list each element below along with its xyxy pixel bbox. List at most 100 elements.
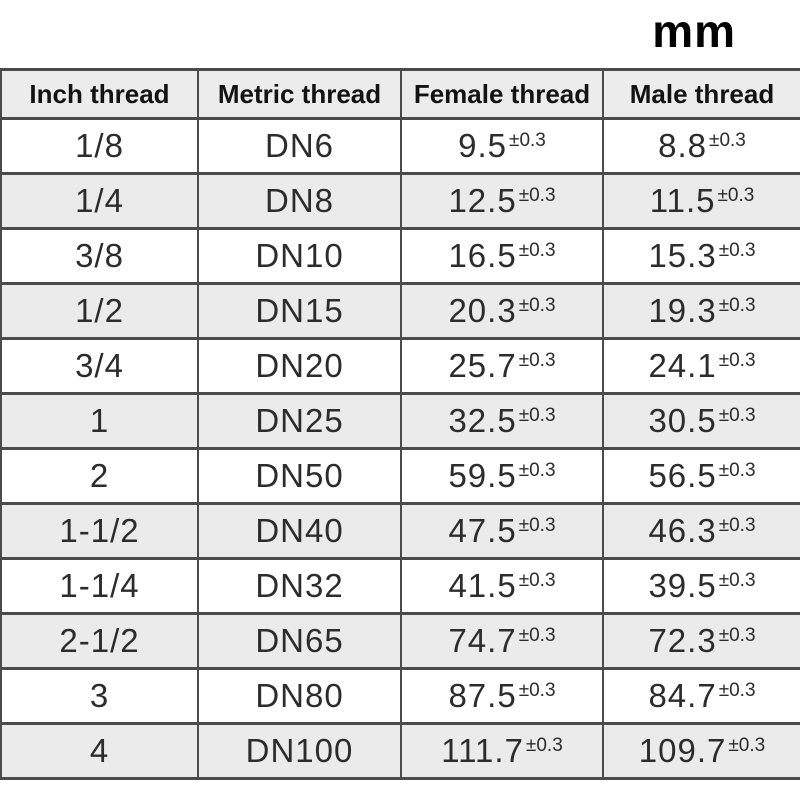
male-thread-cell: 15.3 ±0.3 bbox=[602, 227, 800, 285]
tolerance-superscript: ±0.3 bbox=[709, 130, 746, 151]
male-value: 46.3 bbox=[648, 512, 717, 549]
inch-value: 1/2 bbox=[75, 292, 124, 329]
female-value: 12.5 bbox=[448, 182, 517, 219]
table-row: 1/8 DN6 9.5 ±0.3 8.8 ±0.3 bbox=[0, 117, 800, 175]
metric-value: DN15 bbox=[255, 292, 344, 329]
male-value: 109.7 bbox=[638, 732, 727, 769]
male-thread-cell: 11.5 ±0.3 bbox=[602, 172, 800, 230]
tolerance-superscript: ±0.3 bbox=[718, 570, 756, 591]
tolerance-superscript: ±0.3 bbox=[518, 515, 556, 536]
metric-thread-cell: DN40 bbox=[197, 502, 402, 560]
female-thread-cell: 20.3 ±0.3 bbox=[400, 282, 604, 340]
male-value: 84.7 bbox=[648, 677, 717, 714]
female-thread-cell: 111.7 ±0.3 bbox=[400, 722, 604, 780]
metric-value: DN32 bbox=[255, 567, 344, 604]
inch-value: 1 bbox=[89, 402, 110, 439]
tolerance-superscript: ±0.3 bbox=[718, 515, 756, 536]
table-row: 3/4 DN20 25.7 ±0.3 24.1 ±0.3 bbox=[0, 337, 800, 395]
female-value: 59.5 bbox=[448, 457, 517, 494]
tolerance-superscript: ±0.3 bbox=[518, 680, 556, 701]
female-value: 41.5 bbox=[448, 567, 517, 604]
tolerance-superscript: ±0.3 bbox=[718, 350, 756, 371]
metric-thread-cell: DN65 bbox=[197, 612, 402, 670]
tolerance-superscript: ±0.3 bbox=[718, 240, 756, 261]
inch-value: 3 bbox=[89, 677, 110, 714]
unit-label: mm bbox=[652, 5, 736, 57]
tolerance-superscript: ±0.3 bbox=[728, 735, 766, 756]
tolerance-superscript: ±0.3 bbox=[518, 185, 556, 206]
inch-value: 1-1/2 bbox=[59, 512, 140, 549]
inch-thread-cell: 3/4 bbox=[0, 337, 199, 395]
table-row: 3/8 DN10 16.5 ±0.3 15.3 ±0.3 bbox=[0, 227, 800, 285]
inch-value: 2 bbox=[89, 457, 110, 494]
male-thread-cell: 84.7 ±0.3 bbox=[602, 667, 800, 725]
male-value: 8.8 bbox=[658, 127, 708, 164]
female-thread-cell: 16.5 ±0.3 bbox=[400, 227, 604, 285]
tolerance-superscript: ±0.3 bbox=[518, 570, 556, 591]
tolerance-superscript: ±0.3 bbox=[518, 350, 556, 371]
female-value: 74.7 bbox=[448, 622, 517, 659]
tolerance-superscript: ±0.3 bbox=[518, 295, 556, 316]
col-header-male-thread: Male thread bbox=[602, 68, 800, 120]
metric-thread-cell: DN80 bbox=[197, 667, 402, 725]
metric-value: DN40 bbox=[255, 512, 344, 549]
inch-value: 4 bbox=[89, 732, 110, 769]
table-row: 2 DN50 59.5 ±0.3 56.5 ±0.3 bbox=[0, 447, 800, 505]
metric-value: DN65 bbox=[255, 622, 344, 659]
table-row: 4 DN100 111.7 ±0.3 109.7 ±0.3 bbox=[0, 722, 800, 780]
inch-thread-cell: 1-1/2 bbox=[0, 502, 199, 560]
inch-value: 1-1/4 bbox=[59, 567, 140, 604]
metric-thread-cell: DN8 bbox=[197, 172, 402, 230]
metric-thread-cell: DN50 bbox=[197, 447, 402, 505]
inch-thread-cell: 1 bbox=[0, 392, 199, 450]
male-value: 30.5 bbox=[648, 402, 717, 439]
male-value: 19.3 bbox=[648, 292, 717, 329]
header-row: Inch thread Metric thread Female thread … bbox=[0, 68, 800, 120]
female-value: 20.3 bbox=[448, 292, 517, 329]
male-thread-cell: 19.3 ±0.3 bbox=[602, 282, 800, 340]
inch-thread-cell: 1/4 bbox=[0, 172, 199, 230]
tolerance-superscript: ±0.3 bbox=[718, 405, 756, 426]
tolerance-superscript: ±0.3 bbox=[718, 625, 756, 646]
table-row: 1/2 DN15 20.3 ±0.3 19.3 ±0.3 bbox=[0, 282, 800, 340]
inch-thread-cell: 1/8 bbox=[0, 117, 199, 175]
tolerance-superscript: ±0.3 bbox=[509, 130, 546, 151]
col-header-inch-thread: Inch thread bbox=[0, 68, 199, 120]
male-value: 72.3 bbox=[648, 622, 717, 659]
tolerance-superscript: ±0.3 bbox=[518, 240, 556, 261]
male-thread-cell: 109.7 ±0.3 bbox=[602, 722, 800, 780]
male-thread-cell: 24.1 ±0.3 bbox=[602, 337, 800, 395]
female-thread-cell: 32.5 ±0.3 bbox=[400, 392, 604, 450]
inch-thread-cell: 1-1/4 bbox=[0, 557, 199, 615]
table-row: 1-1/2 DN40 47.5 ±0.3 46.3 ±0.3 bbox=[0, 502, 800, 560]
female-thread-cell: 47.5 ±0.3 bbox=[400, 502, 604, 560]
metric-thread-cell: DN6 bbox=[197, 117, 402, 175]
tolerance-superscript: ±0.3 bbox=[717, 185, 755, 206]
female-value: 16.5 bbox=[448, 237, 517, 274]
metric-value: DN80 bbox=[255, 677, 344, 714]
metric-value: DN50 bbox=[255, 457, 344, 494]
inch-value: 3/4 bbox=[75, 347, 124, 384]
inch-value: 1/4 bbox=[75, 182, 124, 219]
metric-thread-cell: DN25 bbox=[197, 392, 402, 450]
thread-spec-table: Inch thread Metric thread Female thread … bbox=[0, 68, 800, 780]
tolerance-superscript: ±0.3 bbox=[718, 295, 756, 316]
female-thread-cell: 87.5 ±0.3 bbox=[400, 667, 604, 725]
female-thread-cell: 9.5 ±0.3 bbox=[400, 117, 604, 175]
female-value: 111.7 bbox=[441, 732, 524, 769]
table-row: 1-1/4 DN32 41.5 ±0.3 39.5 ±0.3 bbox=[0, 557, 800, 615]
inch-value: 1/8 bbox=[75, 127, 124, 164]
male-thread-cell: 30.5 ±0.3 bbox=[602, 392, 800, 450]
male-thread-cell: 39.5 ±0.3 bbox=[602, 557, 800, 615]
female-thread-cell: 59.5 ±0.3 bbox=[400, 447, 604, 505]
metric-thread-cell: DN20 bbox=[197, 337, 402, 395]
female-value: 32.5 bbox=[448, 402, 517, 439]
tolerance-superscript: ±0.3 bbox=[718, 680, 756, 701]
male-thread-cell: 72.3 ±0.3 bbox=[602, 612, 800, 670]
metric-thread-cell: DN15 bbox=[197, 282, 402, 340]
metric-value: DN6 bbox=[264, 127, 335, 164]
male-value: 11.5 bbox=[649, 182, 716, 219]
tolerance-superscript: ±0.3 bbox=[518, 405, 556, 426]
tolerance-superscript: ±0.3 bbox=[518, 625, 556, 646]
